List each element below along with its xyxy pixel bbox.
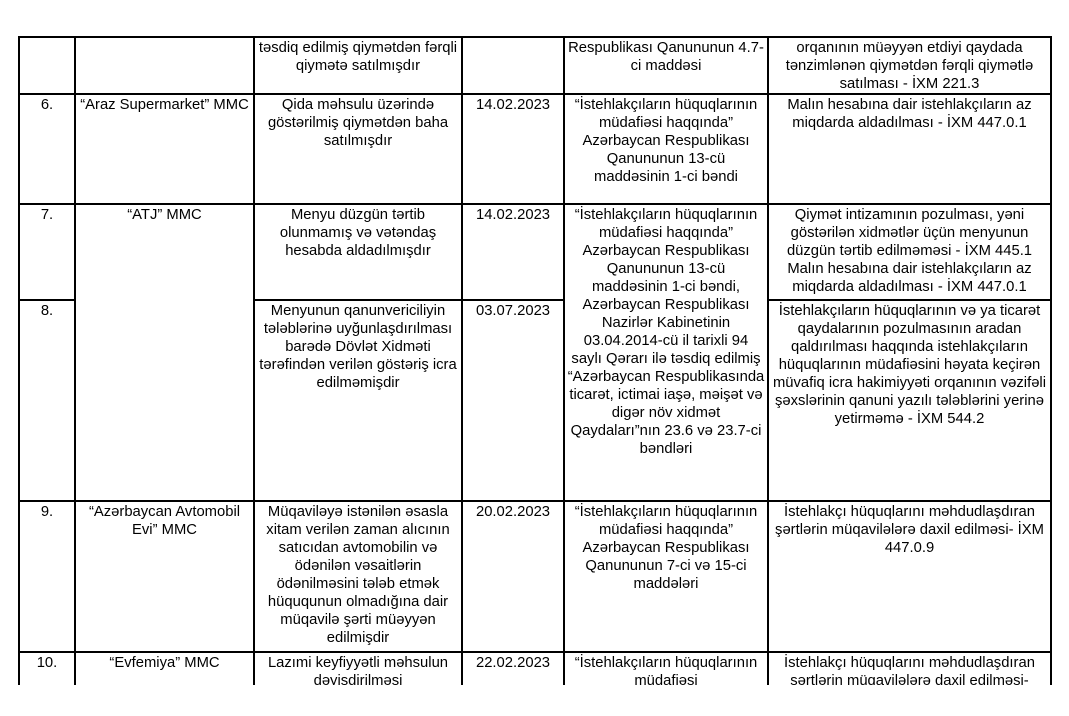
cell-number: 8. — [18, 299, 76, 502]
cell-company-merged: “ATJ” MMC — [74, 203, 255, 502]
cell-company: “Evfemiya” MMC — [74, 651, 255, 685]
cell-date: 14.02.2023 — [461, 93, 565, 205]
cell-date: 03.07.2023 — [461, 299, 565, 502]
cell-company: “Azərbaycan Avtomobil Evi” MMC — [74, 500, 255, 653]
cell-legal-basis: “İstehlakçıların hüquqlarının müdafiəsi … — [563, 500, 769, 653]
cell-violation: Qida məhsulu üzərində göstərilmiş qiymət… — [253, 93, 463, 205]
cell-company — [74, 36, 255, 95]
cell-date: 14.02.2023 — [461, 203, 565, 301]
cell-violation: Menyunun qanunvericiliyin tələblərinə uy… — [253, 299, 463, 502]
cell-sanction: Malın hesabına dair istehlakçıların az m… — [767, 93, 1052, 205]
cell-sanction: İstehlakçı hüquqlarını məhdudlaşdıran şə… — [767, 500, 1052, 653]
cell-violation: Menyu düzgün tərtib olunmamış və vətənda… — [253, 203, 463, 301]
cell-violation: Lazımi keyfiyyətli məhsulun dəyişdirilmə… — [253, 651, 463, 685]
cell-sanction: Qiymət intizamının pozulması, yəni göstə… — [767, 203, 1052, 301]
cell-date: 22.02.2023 — [461, 651, 565, 685]
cell-number: 10. — [18, 651, 76, 685]
cell-violation: təsdiq edilmiş qiymətdən fərqli qiymətə … — [253, 36, 463, 95]
table-clip-region: təsdiq edilmiş qiymətdən fərqli qiymətə … — [18, 36, 1054, 685]
violations-table: təsdiq edilmiş qiymətdən fərqli qiymətə … — [18, 36, 1052, 685]
table-row: 8. Menyunun qanunvericiliyin tələblərinə… — [18, 299, 1052, 502]
table-row: 6. “Araz Supermarket” MMC Qida məhsulu ü… — [18, 93, 1052, 205]
table-row: 10. “Evfemiya” MMC Lazımi keyfiyyətli mə… — [18, 651, 1052, 685]
table-row: 7. “ATJ” MMC Menyu düzgün tərtib olunmam… — [18, 203, 1052, 502]
cell-legal-basis: Respublikası Qanununun 4.7-ci maddəsi — [563, 36, 769, 95]
cell-number — [18, 36, 76, 95]
cell-legal-basis: “İstehlakçıların hüquqlarının müdafiəsi … — [563, 93, 769, 205]
cell-sanction: orqanının müəyyən etdiyi qaydada tənziml… — [767, 36, 1052, 95]
cell-sanction: İstehlakçıların hüquqlarının və ya ticar… — [767, 299, 1052, 502]
cell-number: 7. — [18, 203, 76, 301]
cell-number: 9. — [18, 500, 76, 653]
cell-company: “Araz Supermarket” MMC — [74, 93, 255, 205]
table-row: 9. “Azərbaycan Avtomobil Evi” MMC Müqavi… — [18, 500, 1052, 653]
cell-legal-basis-merged: “İstehlakçıların hüquqlarının müdafiəsi … — [563, 203, 769, 502]
table-row: təsdiq edilmiş qiymətdən fərqli qiymətə … — [18, 36, 1052, 95]
cell-date: 20.02.2023 — [461, 500, 565, 653]
cell-number: 6. — [18, 93, 76, 205]
cell-sanction: İstehlakçı hüquqlarını məhdudlaşdıran şə… — [767, 651, 1052, 685]
cell-legal-basis: “İstehlakçıların hüquqlarının müdafiəsi — [563, 651, 769, 685]
cell-date — [461, 36, 565, 95]
cell-violation: Müqaviləyə istənilən əsasla xitam verilə… — [253, 500, 463, 653]
